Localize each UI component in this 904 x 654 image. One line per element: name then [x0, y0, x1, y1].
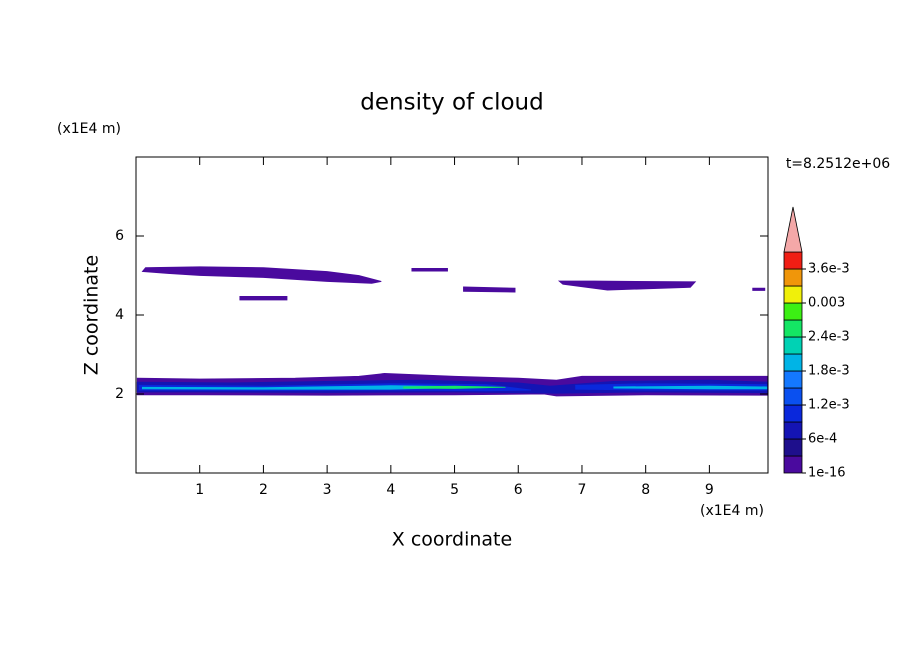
time-label: t=8.2512e+06: [786, 156, 890, 172]
x-tick-label: 2: [259, 482, 268, 498]
x-tick-label: 6: [514, 482, 523, 498]
colorbar-segment: [783, 353, 803, 372]
colorbar-segment: [783, 268, 803, 287]
colorbar-tick-label: 1.8e-3: [808, 364, 850, 379]
colorbar-tick-label: 2.4e-3: [808, 330, 850, 345]
x-tick-label: 3: [323, 482, 332, 498]
x-tick-label: 9: [705, 482, 714, 498]
colorbar-tick-label: 1e-16: [808, 466, 846, 481]
y-unit: (x1E4 m): [57, 121, 121, 137]
contour-region: [557, 280, 697, 291]
contour-region: [141, 266, 382, 284]
contour-region: [239, 296, 288, 301]
x-tick-label: 4: [386, 482, 395, 498]
x-tick-label: 5: [450, 482, 459, 498]
chart-title: density of cloud: [360, 90, 543, 116]
colorbar-segment: [783, 421, 803, 440]
colorbar-tick-label: 3.6e-3: [808, 262, 850, 277]
colorbar-extension: [783, 206, 803, 253]
colorbar-tick-label: 1.2e-3: [808, 398, 850, 413]
contour-region: [463, 286, 516, 293]
colorbar-segment: [783, 438, 803, 457]
colorbar-tick-label: 6e-4: [808, 432, 837, 447]
contour-region: [752, 287, 766, 291]
y-tick-label: 6: [115, 228, 124, 244]
y-tick-label: 2: [115, 386, 124, 402]
x-tick-label: 7: [578, 482, 587, 498]
colorbar-segment: [783, 370, 803, 389]
colorbar-segment: [783, 319, 803, 338]
colorbar-tick-label: 0.003: [808, 296, 845, 311]
colorbar-segment: [783, 387, 803, 406]
colorbar-segment: [783, 336, 803, 355]
colorbar-segment: [783, 404, 803, 423]
x-unit: (x1E4 m): [700, 503, 764, 519]
plot-frame: [135, 156, 769, 474]
y-axis-label: Z coordinate: [81, 255, 103, 375]
colorbar-segment: [783, 455, 803, 474]
colorbar-segment: [783, 302, 803, 321]
contour-region: [613, 385, 768, 390]
x-tick-label: 1: [195, 482, 204, 498]
contour-region: [411, 267, 448, 272]
y-tick-label: 4: [115, 307, 124, 323]
colorbar-segment: [783, 251, 803, 270]
colorbar-segment: [783, 285, 803, 304]
contour-region: [403, 385, 506, 389]
x-tick-label: 8: [641, 482, 650, 498]
x-axis-label: X coordinate: [392, 529, 512, 551]
